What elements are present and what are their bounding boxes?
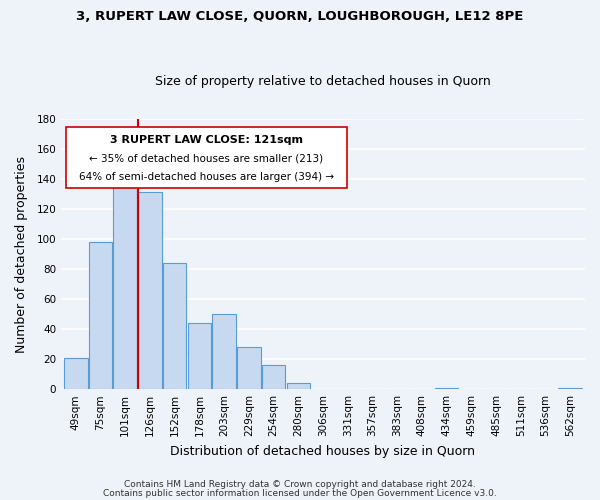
Text: 64% of semi-detached houses are larger (394) →: 64% of semi-detached houses are larger (…	[79, 172, 334, 182]
Bar	[64, 358, 88, 389]
X-axis label: Distribution of detached houses by size in Quorn: Distribution of detached houses by size …	[170, 444, 475, 458]
Text: ← 35% of detached houses are smaller (213): ← 35% of detached houses are smaller (21…	[89, 154, 323, 164]
Text: 3, RUPERT LAW CLOSE, QUORN, LOUGHBOROUGH, LE12 8PE: 3, RUPERT LAW CLOSE, QUORN, LOUGHBOROUGH…	[76, 10, 524, 23]
Bar	[113, 184, 137, 389]
Bar	[188, 323, 211, 389]
Bar	[237, 347, 260, 389]
Text: Contains public sector information licensed under the Open Government Licence v3: Contains public sector information licen…	[103, 489, 497, 498]
Bar	[212, 314, 236, 389]
Text: Contains HM Land Registry data © Crown copyright and database right 2024.: Contains HM Land Registry data © Crown c…	[124, 480, 476, 489]
Y-axis label: Number of detached properties: Number of detached properties	[15, 156, 28, 352]
Bar	[559, 388, 582, 389]
Bar	[262, 365, 285, 389]
Title: Size of property relative to detached houses in Quorn: Size of property relative to detached ho…	[155, 76, 491, 88]
Bar	[163, 263, 187, 389]
Bar	[138, 192, 161, 389]
Bar	[89, 242, 112, 389]
Text: 3 RUPERT LAW CLOSE: 121sqm: 3 RUPERT LAW CLOSE: 121sqm	[110, 136, 303, 145]
Bar	[287, 383, 310, 389]
FancyBboxPatch shape	[66, 127, 347, 188]
Bar	[435, 388, 458, 389]
